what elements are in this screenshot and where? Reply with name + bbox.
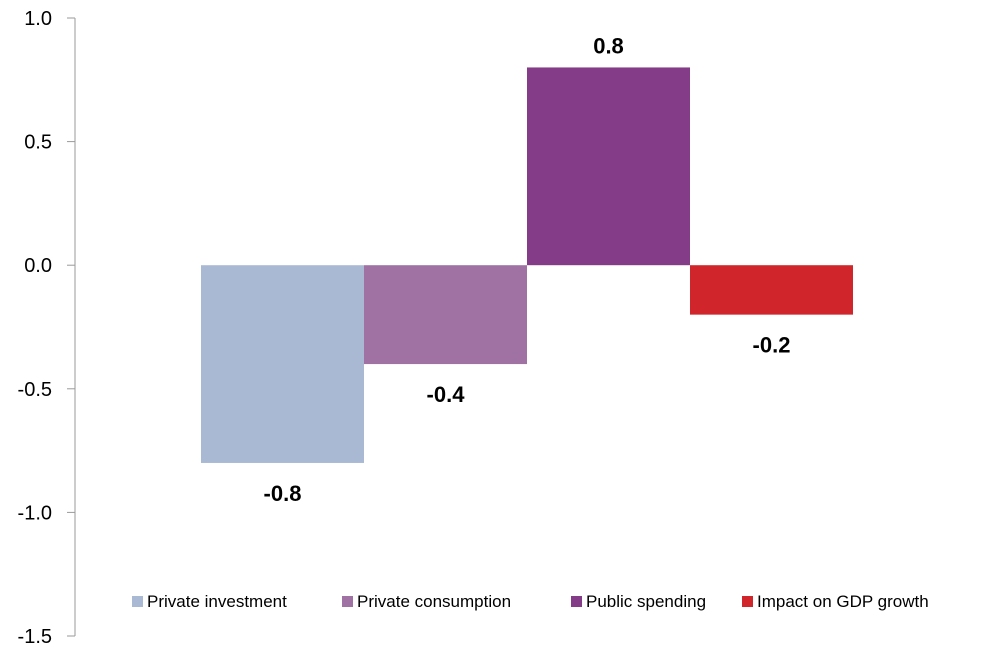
data-label: -0.8	[264, 481, 302, 506]
legend-swatch	[342, 596, 353, 607]
y-axis-ticks: 1.0 0.5 0.0 -0.5 -1.0 -1.5	[18, 8, 75, 648]
y-tick-label: 0.0	[24, 255, 52, 277]
data-label: -0.4	[427, 382, 466, 407]
y-tick-label: 1.0	[24, 8, 52, 30]
y-tick-label: -1.0	[18, 502, 52, 524]
bar-impact-on-gdp-growth	[690, 265, 853, 315]
legend-swatch	[132, 596, 143, 607]
data-label: -0.2	[753, 333, 791, 358]
data-labels: -0.8 -0.4 0.8 -0.2	[264, 33, 791, 506]
legend-swatch	[571, 596, 582, 607]
legend-label: Private consumption	[357, 592, 511, 611]
y-tick-label: -1.5	[18, 626, 52, 648]
bar-private-investment	[201, 265, 364, 463]
legend-label: Impact on GDP growth	[757, 592, 929, 611]
legend-label: Public spending	[586, 592, 706, 611]
legend: Private investment Private consumption Pub…	[132, 592, 929, 611]
y-tick-label: 0.5	[24, 132, 52, 154]
bars	[201, 67, 853, 463]
bar-private-consumption	[364, 265, 527, 365]
y-tick-label: -0.5	[18, 379, 52, 401]
bar-public-spending	[527, 67, 690, 266]
legend-swatch	[742, 596, 753, 607]
legend-label: Private investment	[147, 592, 287, 611]
data-label: 0.8	[593, 33, 624, 58]
